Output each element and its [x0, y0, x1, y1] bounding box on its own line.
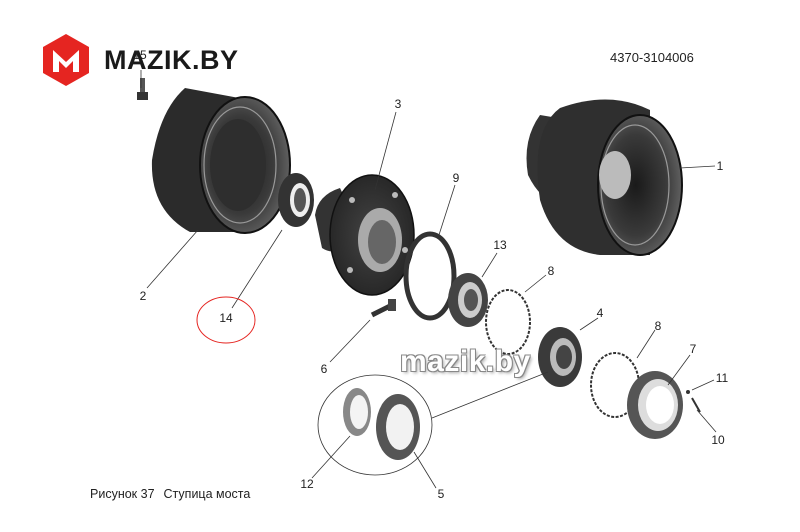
seal-5 — [376, 394, 420, 460]
ring-12 — [343, 388, 371, 436]
group-leader-line — [431, 371, 549, 419]
site-logo[interactable]: MAZIK.BY — [38, 32, 239, 88]
logo-text: MAZIK.BY — [104, 44, 239, 75]
figure-number: Рисунок 37 — [90, 487, 155, 501]
callout-1: 1 — [716, 159, 724, 173]
callout-9: 9 — [452, 171, 460, 185]
thin-ring-8a — [485, 289, 531, 355]
mazik-logo-icon — [43, 34, 89, 86]
highlight-circle-14 — [196, 296, 256, 344]
callout-2: 2 — [139, 289, 147, 303]
callout-8a: 8 — [547, 264, 555, 278]
callout-7: 7 — [689, 342, 697, 356]
ring-9 — [403, 231, 457, 321]
figure-title: Ступица моста — [163, 487, 251, 501]
callout-10: 10 — [711, 433, 725, 447]
callout-8b: 8 — [654, 319, 662, 333]
callout-14: 14 — [219, 311, 233, 325]
figure-caption: Рисунок 37 Ступица моста — [90, 487, 259, 501]
leader-lines — [140, 70, 717, 489]
callout-11: 11 — [715, 371, 729, 385]
washer-7 — [627, 371, 683, 439]
brake-drum-left — [151, 88, 291, 234]
seal-ring-14 — [278, 173, 314, 227]
group-circle-12-5 — [317, 374, 433, 476]
screw-10 — [691, 397, 701, 413]
callout-13: 13 — [493, 238, 507, 252]
callout-4: 4 — [596, 306, 604, 320]
wheel-hub-3 — [315, 174, 415, 296]
pin-11 — [686, 390, 690, 394]
callout-3: 3 — [394, 97, 402, 111]
bearing-4 — [538, 327, 582, 387]
callout-12: 12 — [300, 477, 314, 491]
watermark: mazik.by — [400, 345, 531, 378]
bearing-13 — [448, 273, 488, 327]
callout-5: 5 — [437, 487, 445, 501]
part-number: 4370-3104006 — [610, 50, 694, 65]
bolt-15 — [137, 78, 148, 100]
callout-15: 15 — [133, 48, 147, 62]
callout-6: 6 — [320, 362, 328, 376]
stud-6 — [370, 299, 396, 318]
brake-drum-right-1 — [526, 99, 683, 256]
